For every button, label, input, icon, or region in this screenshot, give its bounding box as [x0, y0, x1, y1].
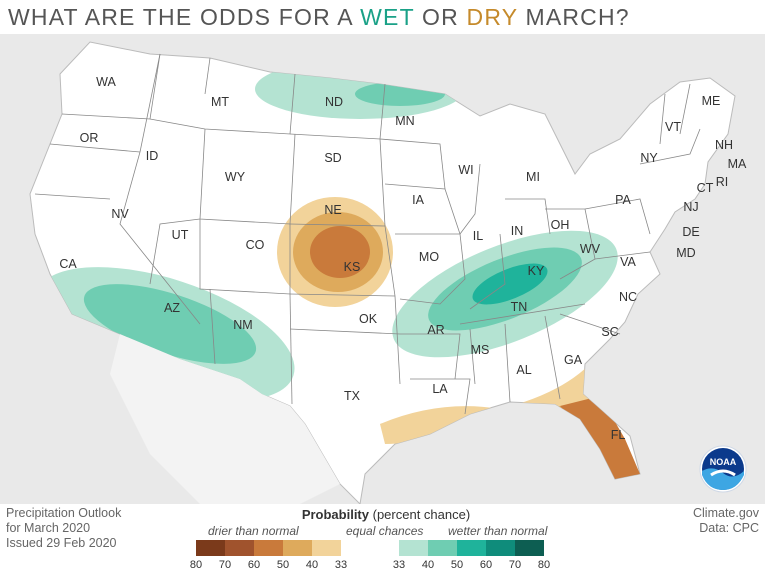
- state-label-or: OR: [79, 131, 99, 145]
- state-label-fl: FL: [610, 428, 626, 442]
- outlook-info-line1: Precipitation Outlook: [6, 506, 122, 520]
- noaa-logo: NOAA: [699, 445, 747, 493]
- state-label-ri: RI: [715, 175, 729, 189]
- state-boundaries: [34, 53, 701, 415]
- state-label-vt: VT: [665, 120, 681, 134]
- state-label-nh: NH: [714, 138, 734, 152]
- probability-legend: Probability (percent chance) drier than …: [186, 505, 586, 575]
- state-label-ne: NE: [324, 203, 342, 217]
- legend-tick-label: 33: [334, 559, 348, 571]
- legend-swatch: [254, 540, 283, 556]
- wet-zone-southwest-core: [83, 284, 257, 364]
- legend-tick-label: 80: [189, 559, 203, 571]
- state-label-sc: SC: [601, 325, 619, 339]
- state-label-md: MD: [676, 246, 696, 260]
- dry-zone-plains-core: [310, 226, 370, 278]
- state-label-nj: NJ: [683, 200, 699, 214]
- wet-zone-north-core: [355, 82, 445, 106]
- legend-tick-label: 60: [247, 559, 261, 571]
- mexico-landmass: [110, 334, 340, 504]
- state-label-la: LA: [432, 382, 448, 396]
- legend-wetter-label: wetter than normal: [448, 524, 548, 538]
- state-label-wa: WA: [96, 75, 116, 89]
- state-label-ia: IA: [412, 193, 424, 207]
- legend-swatch: [283, 540, 312, 556]
- state-label-ma: MA: [727, 157, 747, 171]
- legend-tick-label: 40: [421, 559, 435, 571]
- state-label-ks: KS: [343, 260, 361, 274]
- state-label-id: ID: [145, 149, 159, 163]
- state-label-ok: OK: [358, 312, 378, 326]
- state-label-ky: KY: [527, 264, 545, 278]
- state-label-nd: ND: [324, 95, 344, 109]
- state-label-mt: MT: [210, 95, 230, 109]
- legend-title: Probability (percent chance): [301, 507, 471, 522]
- legend-tick-label: 80: [537, 559, 551, 571]
- state-label-sd: SD: [324, 151, 342, 165]
- legend-swatch: [370, 540, 399, 556]
- legend-swatch: [341, 540, 370, 556]
- state-label-mo: MO: [418, 250, 440, 264]
- state-label-tn: TN: [510, 300, 528, 314]
- outlook-info-line2: for March 2020: [6, 521, 91, 535]
- legend-swatch: [312, 540, 341, 556]
- state-label-oh: OH: [550, 218, 570, 232]
- legend-tick-label: 33: [392, 559, 406, 571]
- legend-tick-label: 50: [276, 559, 290, 571]
- legend-swatch: [515, 540, 544, 556]
- legend-swatch: [225, 540, 254, 556]
- state-label-co: CO: [245, 238, 265, 252]
- legend-swatch: [399, 540, 428, 556]
- outlook-info-line3: Issued 29 Feb 2020: [6, 536, 117, 550]
- state-label-ms: MS: [470, 343, 490, 357]
- legend-tick-label: 40: [305, 559, 319, 571]
- state-label-mn: MN: [395, 114, 415, 128]
- state-label-ny: NY: [640, 151, 658, 165]
- legend-swatch: [457, 540, 486, 556]
- map-title: WHAT ARE THE ODDS FOR A WET OR DRY MARCH…: [8, 4, 630, 30]
- state-label-wv: WV: [579, 242, 601, 256]
- noaa-logo-text: NOAA: [710, 457, 737, 467]
- state-label-nv: NV: [111, 207, 129, 221]
- legend-color-bar: [196, 540, 544, 556]
- state-label-ca: CA: [59, 257, 77, 271]
- legend-drier-label: drier than normal: [208, 524, 299, 538]
- state-label-ar: AR: [427, 323, 445, 337]
- state-label-ut: UT: [171, 228, 189, 242]
- state-label-nc: NC: [618, 290, 638, 304]
- state-label-in: IN: [510, 224, 524, 238]
- state-label-tx: TX: [344, 389, 360, 403]
- credits: Climate.gov Data: CPC: [693, 506, 759, 536]
- state-label-va: VA: [620, 255, 636, 269]
- state-label-me: ME: [701, 94, 721, 108]
- state-label-nm: NM: [233, 318, 253, 332]
- legend-tick-label: 50: [450, 559, 464, 571]
- state-label-pa: PA: [615, 193, 631, 207]
- credit-source: Climate.gov: [693, 506, 759, 520]
- dry-zone-gulf-coast: [380, 354, 615, 444]
- dry-zone-florida: [560, 396, 640, 482]
- legend-equal-label: equal chances: [346, 524, 424, 538]
- state-label-ga: GA: [563, 353, 583, 367]
- state-label-wy: WY: [224, 170, 246, 184]
- state-label-al: AL: [516, 363, 532, 377]
- state-label-ct: CT: [696, 181, 714, 195]
- legend-tick-label: 70: [508, 559, 522, 571]
- precipitation-outlook-map: WA OR CA ID NV MT WY UT AZ CO NM ND SD N…: [0, 34, 765, 504]
- state-label-az: AZ: [164, 301, 180, 315]
- outlook-info: Precipitation Outlook for March 2020 Iss…: [6, 506, 121, 551]
- legend-tick-label: 60: [479, 559, 493, 571]
- state-label-il: IL: [472, 229, 484, 243]
- state-label-mi: MI: [526, 170, 540, 184]
- state-label-wi: WI: [458, 163, 474, 177]
- legend-swatch: [196, 540, 225, 556]
- legend-swatch: [486, 540, 515, 556]
- map-svg: [29, 41, 736, 504]
- legend-tick-label: 70: [218, 559, 232, 571]
- legend-swatch: [428, 540, 457, 556]
- state-label-de: DE: [682, 225, 700, 239]
- credit-data: Data: CPC: [699, 521, 759, 535]
